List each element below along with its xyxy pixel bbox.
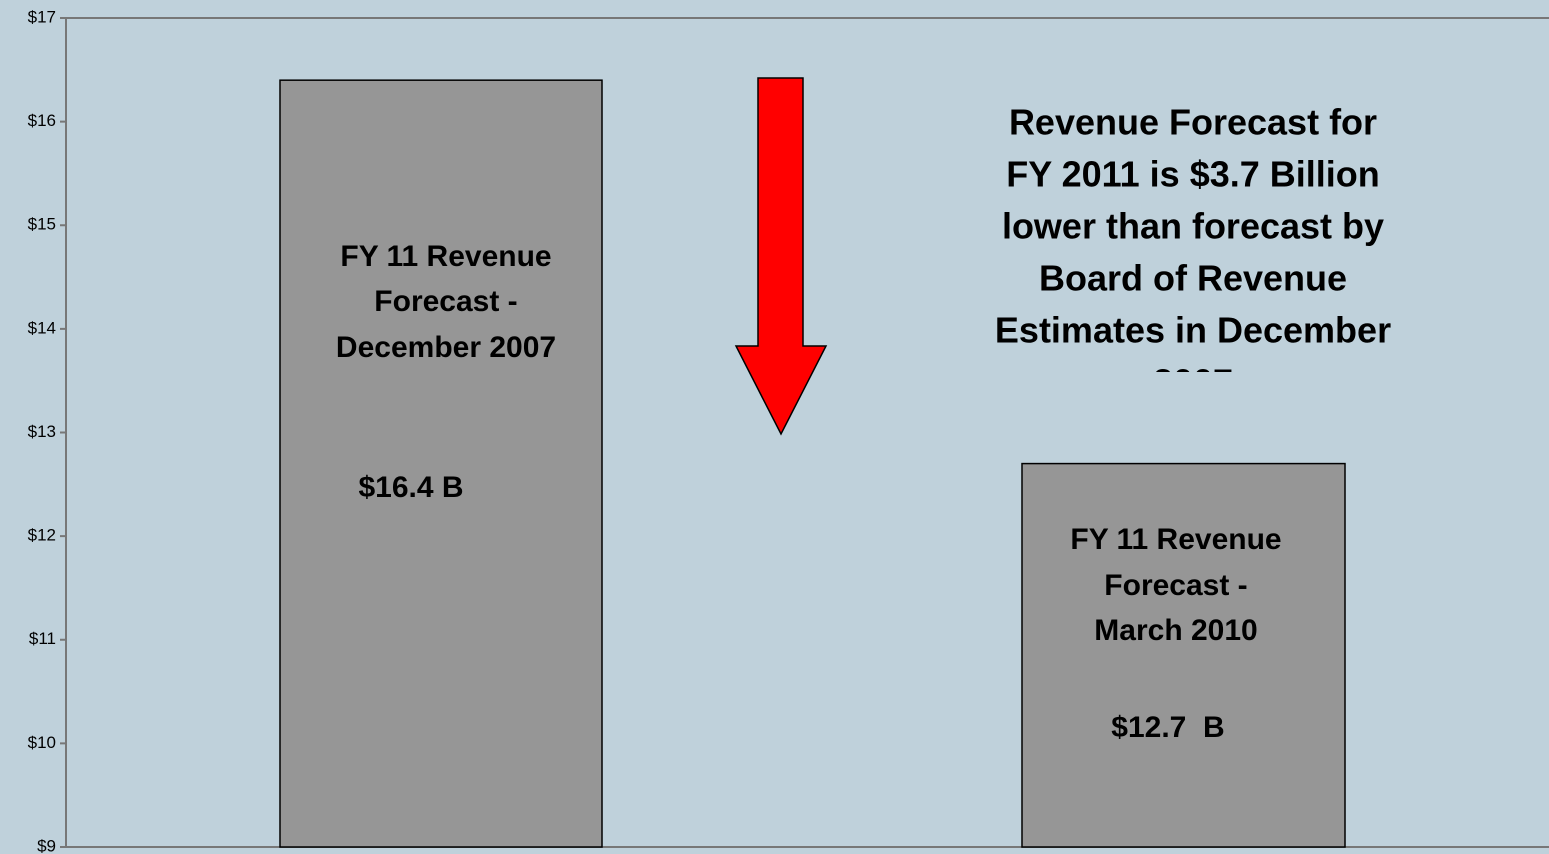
annotation: FY 2011 is $3.7 Billion <box>1006 154 1380 195</box>
bar <box>279 79 603 848</box>
value-label: $16.4 B <box>358 471 463 504</box>
y-tick-label: $10 <box>28 733 56 752</box>
y-tick-label: $15 <box>28 215 56 234</box>
y-tick-label: $9 <box>37 836 56 854</box>
y-tick-label: $12 <box>28 526 56 545</box>
y-tick-label: $14 <box>28 318 56 337</box>
y-tick-label: $16 <box>28 111 56 130</box>
down-arrow <box>734 77 828 436</box>
bar-annotation: Forecast - <box>1104 569 1247 602</box>
bar-annotation: Forecast - <box>374 285 517 318</box>
annotation: Revenue Forecast for <box>1009 102 1377 143</box>
annotation: 2007 <box>1153 362 1233 403</box>
annotation: Board of Revenue <box>1039 258 1347 299</box>
bar-annotation: December 2007 <box>336 331 556 364</box>
y-tick-label: $11 <box>29 629 56 648</box>
y-tick-label: $13 <box>28 422 56 441</box>
annotation: Estimates in December <box>995 310 1391 351</box>
bar <box>1021 462 1346 848</box>
value-label: $12.7 B <box>1111 711 1224 744</box>
annotation-group: Revenue Forecast for FY 2011 is $3.7 Bill… <box>995 102 1391 403</box>
bar-annotation: FY 11 Revenue <box>340 240 551 273</box>
annotation: lower than forecast by <box>1002 206 1384 247</box>
bar-annotation: March 2010 <box>1094 614 1257 647</box>
y-tick-label: $17 <box>28 7 56 26</box>
bar-annotation: FY 11 Revenue <box>1070 523 1281 556</box>
